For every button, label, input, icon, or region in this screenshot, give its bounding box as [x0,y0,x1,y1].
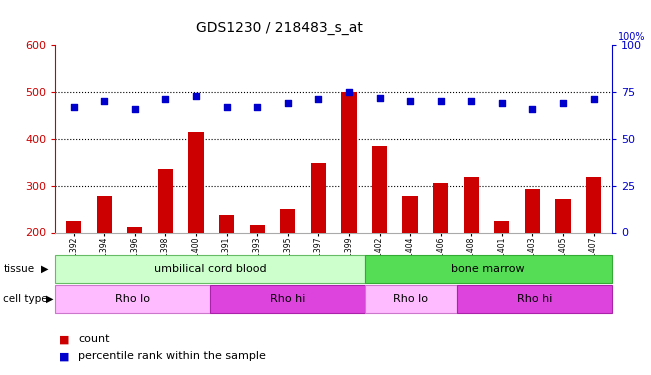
Bar [311,163,326,326]
Point [436,98,446,104]
Bar [464,177,479,326]
Bar [188,132,204,326]
Text: Rho hi: Rho hi [517,294,552,304]
Bar [494,221,510,326]
Bar [555,199,571,326]
Bar [249,225,265,326]
Bar [365,255,612,283]
Bar [66,221,81,326]
Text: ▶: ▶ [41,264,49,274]
Text: count: count [78,334,109,344]
Point [160,96,171,102]
Bar [158,169,173,326]
Point [344,89,354,95]
Bar [372,146,387,326]
Text: Rho lo: Rho lo [393,294,428,304]
Text: cell type: cell type [3,294,48,304]
Point [99,98,109,104]
Text: bone marrow: bone marrow [451,264,525,274]
Bar [280,209,296,326]
Bar [433,183,449,326]
Text: tissue: tissue [3,264,35,274]
Text: Rho lo: Rho lo [115,294,150,304]
Point [374,94,385,100]
Text: ▶: ▶ [46,294,54,304]
Bar [55,255,365,283]
Bar [219,214,234,326]
Bar [127,227,143,326]
Point [558,100,568,106]
Text: percentile rank within the sample: percentile rank within the sample [78,351,266,361]
Point [527,106,538,112]
Point [252,104,262,110]
Bar [210,285,365,313]
Bar [586,177,602,326]
Point [283,100,293,106]
Bar [55,285,210,313]
Bar [402,196,418,326]
Text: 100%: 100% [618,32,645,42]
Point [497,100,507,106]
Bar [525,189,540,326]
Point [191,93,201,99]
Bar [365,285,457,313]
Text: umbilical cord blood: umbilical cord blood [154,264,266,274]
Text: Rho hi: Rho hi [270,294,305,304]
Point [221,104,232,110]
Point [313,96,324,102]
Point [466,98,477,104]
Point [130,106,140,112]
Text: ■: ■ [59,351,69,361]
Point [589,96,599,102]
Point [68,104,79,110]
Text: ■: ■ [59,334,69,344]
Bar [96,196,112,326]
Text: GDS1230 / 218483_s_at: GDS1230 / 218483_s_at [197,21,363,34]
Point [405,98,415,104]
Bar [341,92,357,326]
Bar [457,285,612,313]
